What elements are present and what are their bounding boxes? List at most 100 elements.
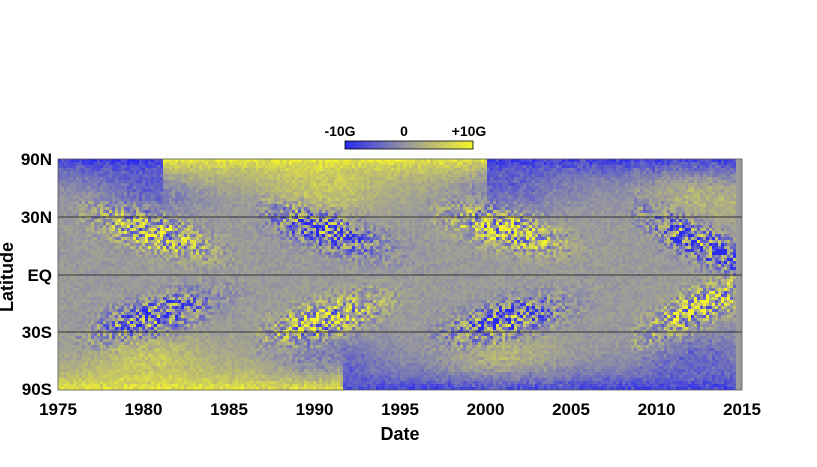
heatmap-cell (163, 162, 166, 165)
heatmap-cell (112, 360, 115, 363)
heatmap-cell (235, 192, 238, 195)
heatmap-cell (232, 198, 235, 201)
heatmap-cell (145, 327, 148, 330)
heatmap-cell (112, 222, 115, 225)
heatmap-cell (193, 270, 196, 273)
heatmap-cell (244, 177, 247, 180)
heatmap-cell (247, 306, 250, 309)
heatmap-cell (127, 315, 130, 318)
heatmap-cell (58, 279, 61, 282)
heatmap-cell (106, 249, 109, 252)
heatmap-cell (70, 162, 73, 165)
heatmap-cell (199, 162, 202, 165)
heatmap-cell (112, 255, 115, 258)
heatmap-cell (193, 366, 196, 369)
heatmap-cell (115, 324, 118, 327)
heatmap-cell (136, 324, 139, 327)
heatmap-cell (121, 198, 124, 201)
heatmap-cell (157, 261, 160, 264)
heatmap-cell (199, 339, 202, 342)
heatmap-cell (139, 195, 142, 198)
heatmap-cell (163, 216, 166, 219)
heatmap-cell (154, 255, 157, 258)
heatmap-cell (67, 255, 70, 258)
heatmap-cell (61, 357, 64, 360)
heatmap-cell (85, 225, 88, 228)
heatmap-cell (112, 159, 115, 162)
heatmap-cell (112, 192, 115, 195)
heatmap-cell (100, 270, 103, 273)
heatmap-cell (112, 315, 115, 318)
heatmap-cell (163, 213, 166, 216)
heatmap-cell (205, 366, 208, 369)
heatmap-cell (208, 318, 211, 321)
heatmap-cell (70, 276, 73, 279)
heatmap-cell (220, 231, 223, 234)
heatmap-cell (202, 333, 205, 336)
heatmap-cell (91, 228, 94, 231)
heatmap-cell (196, 339, 199, 342)
heatmap-cell (163, 180, 166, 183)
heatmap-cell (190, 378, 193, 381)
heatmap-cell (94, 273, 97, 276)
heatmap-cell (193, 306, 196, 309)
heatmap-cell (130, 186, 133, 189)
heatmap-cell (238, 336, 241, 339)
heatmap-cell (127, 222, 130, 225)
heatmap-cell (172, 381, 175, 384)
heatmap-cell (157, 363, 160, 366)
heatmap-cell (157, 303, 160, 306)
heatmap-cell (94, 285, 97, 288)
heatmap-cell (163, 306, 166, 309)
heatmap-cell (178, 159, 181, 162)
heatmap-cell (166, 303, 169, 306)
heatmap-cell (157, 252, 160, 255)
heatmap-cell (61, 312, 64, 315)
heatmap-cell (124, 297, 127, 300)
heatmap-cell (163, 336, 166, 339)
heatmap-cell (64, 258, 67, 261)
heatmap-cell (193, 258, 196, 261)
heatmap-cell (241, 204, 244, 207)
heatmap-cell (94, 177, 97, 180)
heatmap-cell (166, 189, 169, 192)
heatmap-cell (223, 234, 226, 237)
heatmap-cell (76, 225, 79, 228)
heatmap-cell (169, 366, 172, 369)
heatmap-cell (76, 312, 79, 315)
heatmap-cell (136, 336, 139, 339)
heatmap-cell (100, 162, 103, 165)
heatmap-cell (217, 210, 220, 213)
heatmap-cell (244, 291, 247, 294)
heatmap-cell (58, 162, 61, 165)
heatmap-cell (244, 276, 247, 279)
heatmap-cell (85, 273, 88, 276)
heatmap-cell (73, 318, 76, 321)
heatmap-cell (205, 312, 208, 315)
heatmap-cell (208, 300, 211, 303)
heatmap-cell (169, 318, 172, 321)
heatmap-cell (130, 168, 133, 171)
heatmap-cell (184, 369, 187, 372)
heatmap-cell (181, 243, 184, 246)
heatmap-cell (193, 318, 196, 321)
heatmap-cell (154, 357, 157, 360)
heatmap-cell (205, 261, 208, 264)
heatmap-cell (250, 318, 253, 321)
heatmap-cell (214, 195, 217, 198)
heatmap-cell (199, 384, 202, 387)
heatmap-cell (79, 258, 82, 261)
heatmap-cell (145, 369, 148, 372)
heatmap-cell (118, 198, 121, 201)
heatmap-cell (220, 312, 223, 315)
heatmap-cell (94, 243, 97, 246)
heatmap-cell (229, 222, 232, 225)
heatmap-cell (103, 270, 106, 273)
heatmap-cell (184, 177, 187, 180)
heatmap-cell (79, 297, 82, 300)
heatmap-cell (154, 342, 157, 345)
heatmap-cell (130, 369, 133, 372)
heatmap-cell (217, 225, 220, 228)
heatmap-cell (157, 171, 160, 174)
heatmap-cell (157, 216, 160, 219)
